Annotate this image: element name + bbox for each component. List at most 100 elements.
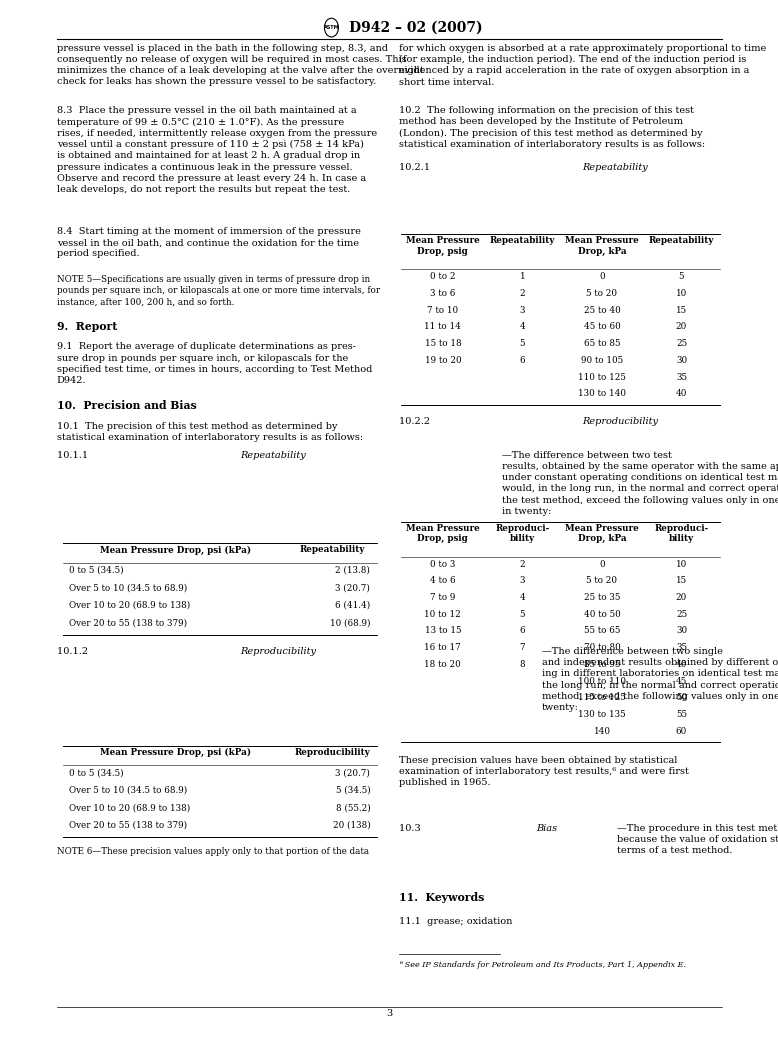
Text: 2: 2 bbox=[520, 560, 525, 568]
Text: 3 (20.7): 3 (20.7) bbox=[335, 583, 370, 592]
Text: Reproduci-
bility: Reproduci- bility bbox=[496, 524, 549, 543]
Text: 35: 35 bbox=[676, 373, 687, 382]
Text: 25 to 35: 25 to 35 bbox=[584, 593, 620, 602]
Text: 130 to 135: 130 to 135 bbox=[578, 710, 626, 719]
Text: 20 (138): 20 (138) bbox=[332, 820, 370, 830]
Text: 10: 10 bbox=[676, 289, 687, 298]
Text: 6 (41.4): 6 (41.4) bbox=[335, 601, 370, 610]
Text: Reproduci-
bility: Reproduci- bility bbox=[654, 524, 709, 543]
Text: 65 to 85: 65 to 85 bbox=[584, 339, 620, 348]
Text: 11.  Keywords: 11. Keywords bbox=[399, 892, 485, 904]
Text: NOTE 6—These precision values apply only to that portion of the data: NOTE 6—These precision values apply only… bbox=[57, 847, 369, 857]
Text: Over 20 to 55 (138 to 379): Over 20 to 55 (138 to 379) bbox=[69, 820, 187, 830]
Text: 5 (34.5): 5 (34.5) bbox=[335, 786, 370, 794]
Text: 10: 10 bbox=[676, 560, 687, 568]
Text: 11.1  grease; oxidation: 11.1 grease; oxidation bbox=[399, 917, 513, 926]
Text: 15: 15 bbox=[676, 306, 687, 314]
Text: Mean Pressure
Drop, kPa: Mean Pressure Drop, kPa bbox=[565, 524, 639, 543]
Text: Over 10 to 20 (68.9 to 138): Over 10 to 20 (68.9 to 138) bbox=[69, 803, 191, 812]
Text: 1: 1 bbox=[520, 273, 525, 281]
Text: 2 (13.8): 2 (13.8) bbox=[335, 565, 370, 575]
Text: 7 to 9: 7 to 9 bbox=[430, 593, 455, 602]
Text: 55 to 65: 55 to 65 bbox=[584, 627, 620, 635]
Text: Mean Pressure Drop, psi (kPa): Mean Pressure Drop, psi (kPa) bbox=[100, 545, 251, 555]
Text: 7: 7 bbox=[520, 643, 525, 652]
Text: Repeatability: Repeatability bbox=[240, 451, 306, 460]
Text: 0 to 2: 0 to 2 bbox=[430, 273, 456, 281]
Text: 10.1.2: 10.1.2 bbox=[57, 648, 94, 656]
Text: 13 to 15: 13 to 15 bbox=[425, 627, 461, 635]
Text: Repeatability: Repeatability bbox=[489, 236, 555, 246]
Text: 16 to 17: 16 to 17 bbox=[425, 643, 461, 652]
Text: 3 (20.7): 3 (20.7) bbox=[335, 768, 370, 778]
Text: 8.3  Place the pressure vessel in the oil bath maintained at a
temperature of 99: 8.3 Place the pressure vessel in the oil… bbox=[57, 106, 377, 195]
Text: These precision values have been obtained by statistical
examination of interlab: These precision values have been obtaine… bbox=[399, 756, 689, 787]
Text: 10.2.2: 10.2.2 bbox=[399, 417, 436, 427]
Text: ASTM: ASTM bbox=[324, 25, 339, 30]
Text: 10 to 12: 10 to 12 bbox=[425, 610, 461, 618]
Text: Repeatability: Repeatability bbox=[582, 163, 648, 173]
Text: 130 to 140: 130 to 140 bbox=[578, 389, 626, 399]
Text: Mean Pressure
Drop, psig: Mean Pressure Drop, psig bbox=[406, 524, 480, 543]
Text: Reproducibility: Reproducibility bbox=[295, 748, 370, 757]
Text: 4: 4 bbox=[520, 323, 525, 331]
Text: 50: 50 bbox=[676, 693, 687, 703]
Text: 30: 30 bbox=[676, 627, 687, 635]
Text: Repeatability: Repeatability bbox=[649, 236, 714, 246]
Text: 100 to 110: 100 to 110 bbox=[578, 677, 626, 686]
Text: Over 10 to 20 (68.9 to 138): Over 10 to 20 (68.9 to 138) bbox=[69, 601, 191, 610]
Text: 45 to 60: 45 to 60 bbox=[584, 323, 620, 331]
Text: 2: 2 bbox=[520, 289, 525, 298]
Text: 90 to 105: 90 to 105 bbox=[581, 356, 623, 365]
Text: 35: 35 bbox=[676, 643, 687, 652]
Text: 15: 15 bbox=[676, 577, 687, 585]
Text: 10.3: 10.3 bbox=[399, 824, 427, 833]
Text: 4 to 6: 4 to 6 bbox=[430, 577, 456, 585]
Text: 5: 5 bbox=[520, 610, 525, 618]
Text: Over 5 to 10 (34.5 to 68.9): Over 5 to 10 (34.5 to 68.9) bbox=[69, 583, 187, 592]
Text: 60: 60 bbox=[676, 727, 687, 736]
Text: Reproducibility: Reproducibility bbox=[582, 417, 658, 427]
Text: Mean Pressure
Drop, kPa: Mean Pressure Drop, kPa bbox=[565, 236, 639, 256]
Text: 3 to 6: 3 to 6 bbox=[430, 289, 455, 298]
Text: 5 to 20: 5 to 20 bbox=[587, 289, 618, 298]
Text: 9.1  Report the average of duplicate determinations as pres-
sure drop in pounds: 9.1 Report the average of duplicate dete… bbox=[57, 342, 372, 385]
Text: 45: 45 bbox=[676, 677, 687, 686]
Text: 10.  Precision and Bias: 10. Precision and Bias bbox=[57, 400, 197, 411]
Text: for which oxygen is absorbed at a rate approximately proportional to time
(for e: for which oxygen is absorbed at a rate a… bbox=[399, 44, 766, 86]
Text: 15 to 18: 15 to 18 bbox=[425, 339, 461, 348]
Text: 20: 20 bbox=[676, 593, 687, 602]
Text: 40: 40 bbox=[676, 660, 687, 669]
Text: —The difference between two single
and independent results obtained by different: —The difference between two single and i… bbox=[542, 648, 778, 712]
Text: 70 to 80: 70 to 80 bbox=[584, 643, 620, 652]
Text: 55: 55 bbox=[676, 710, 687, 719]
Text: ⁶ See IP Standards for Petroleum and Its Products, Part 1, Appendix E.: ⁶ See IP Standards for Petroleum and Its… bbox=[399, 961, 686, 968]
Text: 10.1  The precision of this test method as determined by
statistical examination: 10.1 The precision of this test method a… bbox=[57, 422, 363, 441]
Text: 7 to 10: 7 to 10 bbox=[427, 306, 458, 314]
Text: 10.2  The following information on the precision of this test
method has been de: 10.2 The following information on the pr… bbox=[399, 106, 705, 149]
Text: 18 to 20: 18 to 20 bbox=[425, 660, 461, 669]
Text: 4: 4 bbox=[520, 593, 525, 602]
Text: 0: 0 bbox=[599, 560, 605, 568]
Text: 20: 20 bbox=[676, 323, 687, 331]
Text: 19 to 20: 19 to 20 bbox=[425, 356, 461, 365]
Text: 10.2.1: 10.2.1 bbox=[399, 163, 436, 173]
Text: Over 5 to 10 (34.5 to 68.9): Over 5 to 10 (34.5 to 68.9) bbox=[69, 786, 187, 794]
Text: 10.1.1: 10.1.1 bbox=[57, 451, 94, 460]
Text: NOTE 5—Specifications are usually given in terms of pressure drop in
pounds per : NOTE 5—Specifications are usually given … bbox=[57, 275, 380, 306]
Text: 25 to 40: 25 to 40 bbox=[584, 306, 620, 314]
Text: 25: 25 bbox=[676, 339, 687, 348]
Text: 3: 3 bbox=[520, 577, 525, 585]
Text: 25: 25 bbox=[676, 610, 687, 618]
Text: 0: 0 bbox=[599, 273, 605, 281]
Text: Bias: Bias bbox=[536, 824, 558, 833]
Text: 40: 40 bbox=[676, 389, 687, 399]
Text: 0 to 5 (34.5): 0 to 5 (34.5) bbox=[69, 768, 124, 778]
Text: —The procedure in this test method has no bias
because the value of oxidation st: —The procedure in this test method has n… bbox=[617, 824, 778, 856]
Text: 140: 140 bbox=[594, 727, 611, 736]
Text: 8: 8 bbox=[520, 660, 525, 669]
Text: Mean Pressure
Drop, psig: Mean Pressure Drop, psig bbox=[406, 236, 480, 256]
Text: pressure vessel is placed in the bath in the following step, 8.3, and
consequent: pressure vessel is placed in the bath in… bbox=[57, 44, 424, 86]
Text: 0 to 5 (34.5): 0 to 5 (34.5) bbox=[69, 565, 124, 575]
Text: 9.  Report: 9. Report bbox=[57, 321, 117, 332]
